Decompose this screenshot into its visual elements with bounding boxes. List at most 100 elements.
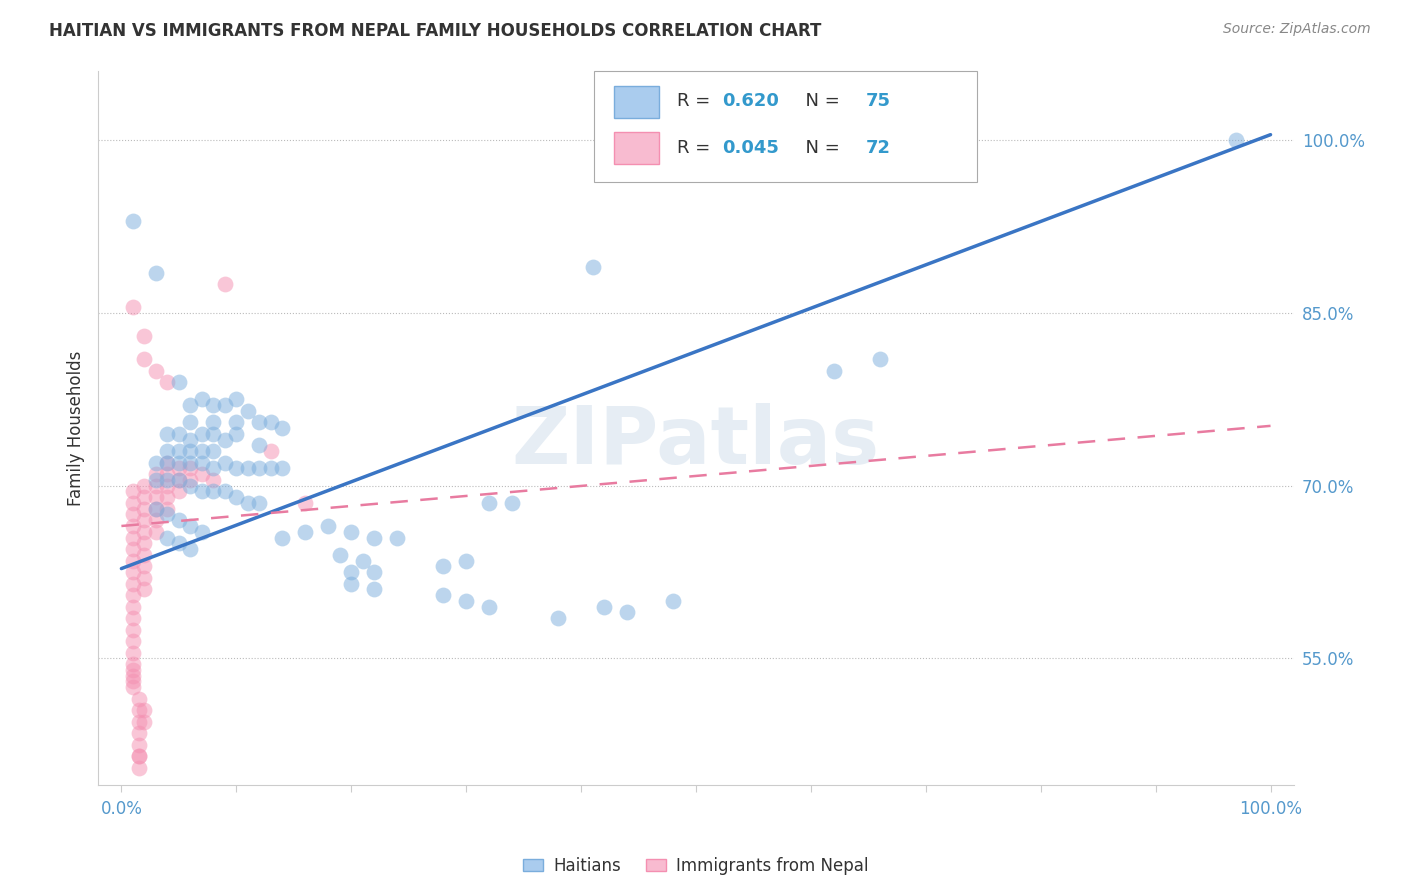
Point	[179, 433, 201, 447]
Point	[191, 392, 214, 407]
FancyBboxPatch shape	[613, 86, 659, 118]
Point	[547, 611, 569, 625]
Point	[122, 484, 145, 499]
Point	[145, 467, 167, 482]
Text: HAITIAN VS IMMIGRANTS FROM NEPAL FAMILY HOUSEHOLDS CORRELATION CHART: HAITIAN VS IMMIGRANTS FROM NEPAL FAMILY …	[49, 22, 821, 40]
Point	[202, 398, 225, 412]
Point	[340, 524, 363, 539]
Point	[823, 363, 845, 377]
Point	[340, 565, 363, 579]
Point	[156, 490, 179, 504]
Point	[432, 588, 454, 602]
Point	[145, 473, 167, 487]
Text: Source: ZipAtlas.com: Source: ZipAtlas.com	[1223, 22, 1371, 37]
Point	[179, 479, 201, 493]
Point	[432, 559, 454, 574]
Point	[225, 490, 247, 504]
Point	[156, 531, 179, 545]
Point	[122, 634, 145, 648]
Legend: Haitians, Immigrants from Nepal: Haitians, Immigrants from Nepal	[516, 850, 876, 881]
Text: ZIPatlas: ZIPatlas	[512, 403, 880, 482]
FancyBboxPatch shape	[613, 132, 659, 164]
Point	[247, 496, 270, 510]
Point	[122, 623, 145, 637]
Point	[247, 438, 270, 452]
Point	[145, 524, 167, 539]
Point	[122, 668, 145, 682]
Point	[191, 524, 214, 539]
Point	[167, 473, 190, 487]
Point	[156, 479, 179, 493]
Point	[214, 433, 236, 447]
Point	[179, 456, 201, 470]
Point	[134, 571, 156, 585]
Point	[145, 501, 167, 516]
Point	[122, 541, 145, 556]
Point	[225, 461, 247, 475]
Point	[134, 501, 156, 516]
Point	[202, 484, 225, 499]
Point	[363, 565, 385, 579]
Point	[156, 456, 179, 470]
Point	[122, 646, 145, 660]
Point	[156, 508, 179, 522]
Point	[122, 611, 145, 625]
Point	[145, 456, 167, 470]
Point	[202, 473, 225, 487]
Point	[134, 582, 156, 597]
Y-axis label: Family Households: Family Households	[66, 351, 84, 506]
Point	[145, 490, 167, 504]
Point	[134, 548, 156, 562]
Point	[128, 726, 150, 740]
Point	[128, 714, 150, 729]
Point	[128, 691, 150, 706]
Point	[202, 444, 225, 458]
Point	[260, 444, 283, 458]
Text: R =: R =	[676, 93, 716, 111]
Point	[134, 536, 156, 550]
Point	[478, 496, 501, 510]
Point	[128, 738, 150, 752]
Point	[202, 461, 225, 475]
FancyBboxPatch shape	[595, 71, 977, 182]
Point	[122, 599, 145, 614]
Point	[271, 531, 294, 545]
Point	[271, 461, 294, 475]
Point	[167, 484, 190, 499]
Point	[156, 473, 179, 487]
Point	[134, 559, 156, 574]
Point	[128, 761, 150, 775]
Point	[167, 456, 190, 470]
Point	[122, 680, 145, 694]
Point	[869, 352, 891, 367]
Point	[202, 416, 225, 430]
Point	[122, 576, 145, 591]
Point	[122, 663, 145, 677]
Point	[122, 214, 145, 228]
Point	[145, 513, 167, 527]
Point	[271, 421, 294, 435]
Point	[128, 703, 150, 717]
Point	[456, 594, 478, 608]
Point	[616, 605, 638, 619]
Point	[167, 473, 190, 487]
Point	[236, 404, 259, 418]
Point	[501, 496, 523, 510]
Point	[122, 657, 145, 672]
Point	[340, 576, 363, 591]
Point	[214, 277, 236, 292]
Point	[214, 456, 236, 470]
Point	[167, 444, 190, 458]
Point	[662, 594, 685, 608]
Point	[581, 260, 603, 274]
Point	[247, 416, 270, 430]
Point	[179, 416, 201, 430]
Point	[122, 553, 145, 567]
Point	[329, 548, 352, 562]
Text: N =: N =	[794, 139, 845, 157]
Point	[593, 599, 616, 614]
Point	[145, 479, 167, 493]
Point	[191, 484, 214, 499]
Point	[156, 426, 179, 441]
Point	[167, 461, 190, 475]
